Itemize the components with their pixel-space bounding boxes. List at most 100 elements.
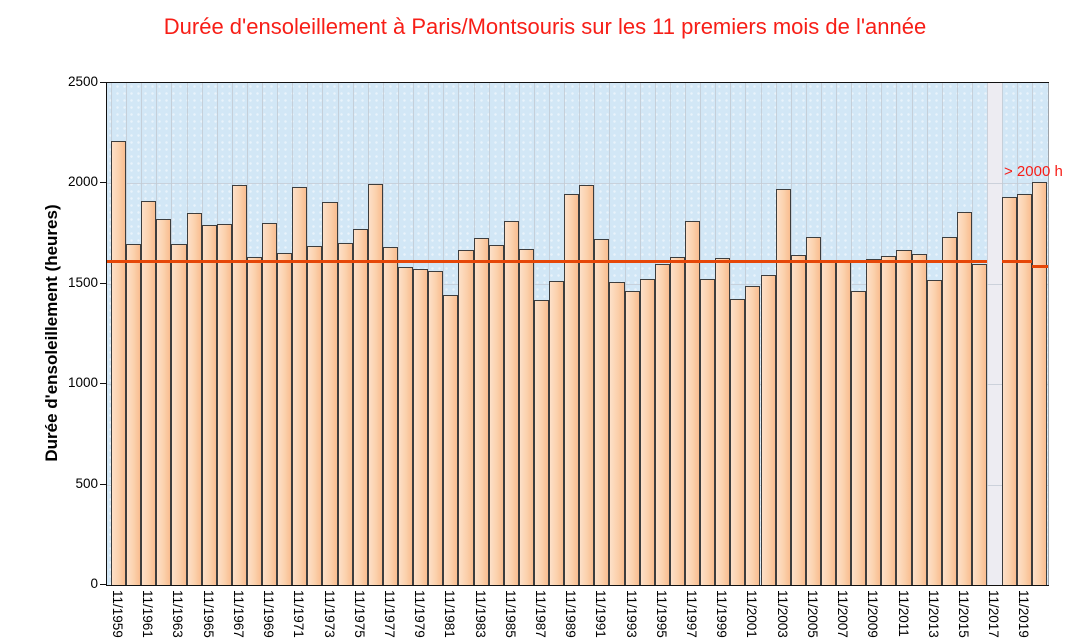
bar-1994 [639, 278, 655, 585]
bar-1966 [216, 223, 232, 585]
bar-2010 [881, 255, 897, 585]
x-tick-label: 11/2001 [744, 590, 760, 638]
bar-2006 [820, 261, 837, 585]
bar-2004 [790, 254, 806, 585]
x-tick-label: 11/2005 [804, 590, 820, 638]
bar-1964 [186, 212, 202, 585]
y-tick-mark [100, 483, 106, 485]
x-tick-label: 11/1995 [653, 590, 669, 638]
bar-1970 [277, 252, 293, 585]
y-tick-mark [100, 82, 106, 83]
bar-1988 [549, 280, 565, 585]
bar-1997 [684, 220, 701, 585]
v-gridline [987, 83, 989, 585]
bar-1965 [201, 224, 217, 585]
x-tick-label: 11/1989 [563, 590, 579, 638]
bar-1989 [564, 194, 580, 585]
bar-1990 [579, 185, 595, 585]
bar-1984 [488, 244, 504, 585]
h-gridline [107, 183, 1048, 185]
y-tick-label: 1000 [67, 375, 98, 391]
x-tick-label: 11/1969 [261, 590, 277, 638]
bar-1982 [458, 249, 474, 585]
bar-1971 [292, 187, 308, 585]
bar-2007 [836, 260, 852, 585]
bar-1995 [654, 263, 670, 585]
bar-1968 [246, 256, 263, 585]
x-tick-label: 11/1997 [684, 590, 700, 638]
x-tick-label: 11/1971 [291, 590, 307, 638]
annotation-gt-2000h: > 2000 h [1004, 163, 1063, 181]
bar-2003 [775, 189, 791, 585]
bar-1961 [141, 201, 157, 585]
y-tick-mark [100, 584, 106, 585]
y-tick-mark [100, 383, 106, 385]
y-tick-label: 500 [75, 475, 98, 491]
bar-1972 [307, 245, 323, 585]
bar-1979 [413, 268, 429, 585]
bar-1967 [231, 185, 247, 585]
x-tick-label: 11/1961 [140, 590, 156, 638]
bar-1987 [533, 299, 550, 585]
bar-1973 [322, 202, 338, 585]
bar-1977 [382, 246, 398, 585]
bar-1983 [473, 237, 489, 585]
x-tick-label: 11/2003 [774, 590, 790, 638]
mean-line [107, 259, 988, 263]
x-tick-label: 11/2009 [865, 590, 881, 638]
x-tick-label: 11/2019 [1016, 590, 1032, 638]
bar-2018 [1002, 197, 1018, 585]
y-tick-label: 2500 [67, 74, 98, 89]
x-tick-label: 11/1991 [593, 590, 609, 638]
x-tick-label: 11/1979 [412, 590, 428, 638]
bar-2011 [896, 249, 912, 585]
bar-2015 [956, 211, 972, 585]
bar-2013 [926, 279, 942, 585]
x-tick-label: 11/1973 [321, 590, 337, 638]
bar-1975 [352, 228, 368, 585]
bar-1960 [126, 243, 142, 585]
x-tick-label: 11/1983 [472, 590, 488, 638]
bar-1986 [518, 248, 534, 585]
bar-1969 [262, 222, 278, 585]
plot-area [106, 82, 1049, 586]
mean-line [1032, 264, 1048, 268]
bar-1993 [624, 290, 640, 585]
bar-2002 [760, 274, 776, 585]
x-tick-label: 11/2013 [925, 590, 941, 638]
x-tick-label: 11/1975 [351, 590, 367, 638]
y-tick-label: 1500 [67, 274, 98, 290]
x-tick-label: 11/1981 [442, 590, 458, 638]
y-tick-label: 0 [90, 576, 98, 591]
y-tick-mark [100, 282, 106, 284]
bar-1998 [700, 278, 716, 585]
x-tick-label: 11/2015 [955, 590, 971, 638]
bar-1981 [443, 294, 459, 585]
bar-2020 [1032, 182, 1048, 585]
bar-2001 [745, 285, 761, 585]
bar-1963 [171, 243, 187, 585]
bar-2008 [851, 290, 867, 585]
y-axis-title: Durée d'ensoleillement (heures) [42, 204, 61, 462]
x-tick-label: 11/1987 [532, 590, 548, 638]
bar-2014 [941, 236, 957, 585]
x-tick-label: 11/2007 [835, 590, 851, 638]
bar-1976 [367, 184, 383, 585]
x-tick-label: 11/2011 [895, 590, 911, 637]
bar-1974 [337, 242, 353, 585]
x-tick-label: 11/1967 [230, 590, 246, 638]
x-tick-label: 11/1977 [381, 590, 397, 638]
bar-1999 [715, 257, 731, 585]
y-tick-mark [100, 182, 106, 184]
v-gridline [1047, 83, 1049, 585]
x-tick-label: 11/1965 [200, 590, 216, 638]
bar-2005 [805, 236, 821, 585]
bar-1978 [397, 266, 414, 585]
x-tick-label: 11/1985 [502, 590, 518, 638]
x-tick-label: 11/1999 [714, 590, 730, 638]
x-tick-label: 11/1963 [170, 590, 186, 638]
bar-2016 [971, 263, 988, 585]
x-tick-label: 11/1959 [110, 590, 126, 638]
y-tick-label: 2000 [67, 174, 98, 190]
